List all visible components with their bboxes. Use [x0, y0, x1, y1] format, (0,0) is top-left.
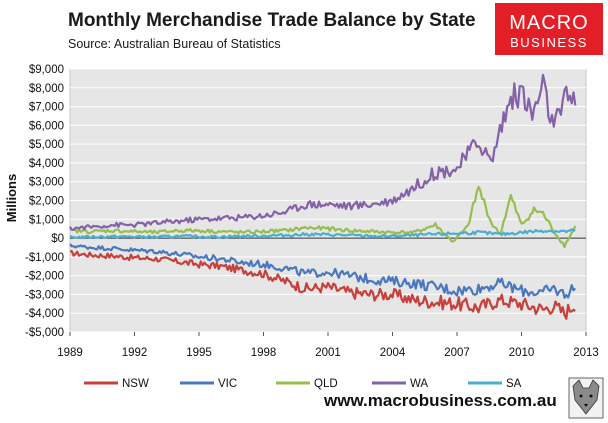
y-axis-ticks: -$5,000 -$4,000 -$3,000 -$2,000 -$1,000 $0 $1,… — [25, 64, 64, 339]
x-tick-label: 1998 — [251, 347, 277, 359]
logo-text-business: BUSINESS — [510, 35, 588, 50]
x-tick-label: 2013 — [573, 347, 599, 359]
wolf-badge-icon — [568, 377, 604, 419]
series-lines — [69, 73, 577, 320]
y-tick-label: -$4,000 — [25, 308, 64, 320]
y-tick-label: $4,000 — [29, 158, 64, 170]
y-tick-label: -$1,000 — [25, 252, 64, 264]
series-line-vic — [69, 243, 577, 299]
chart-title: Monthly Merchandise Trade Balance by Sta… — [68, 10, 476, 31]
y-tick-label: $3,000 — [29, 177, 64, 189]
y-tick-label: $7,000 — [29, 102, 64, 114]
logo-text-macro: MACRO — [509, 12, 588, 34]
y-tick-label: $1,000 — [29, 214, 64, 226]
legend-label-vic: VIC — [218, 378, 237, 390]
website-url: www.macrobusiness.com.au — [323, 391, 557, 410]
logo-background — [495, 3, 603, 55]
y-tick-label: $9,000 — [29, 64, 64, 76]
legend-label-qld: QLD — [314, 378, 338, 390]
macro-business-logo: MACRO BUSINESS — [495, 3, 603, 55]
y-tick-label: -$2,000 — [25, 271, 64, 283]
y-tick-label: $5,000 — [29, 139, 64, 151]
series-line-sa — [69, 228, 576, 240]
y-tick-label: $6,000 — [29, 120, 64, 132]
y-tick-label: $8,000 — [29, 83, 64, 95]
chart-subtitle: Source: Australian Bureau of Statistics — [68, 37, 281, 51]
y-axis-label: Millions — [4, 174, 19, 222]
x-tick-label: 1995 — [186, 347, 212, 359]
x-tick-label: 2010 — [509, 347, 535, 359]
y-tick-label: $2,000 — [29, 196, 64, 208]
y-tick-label: -$3,000 — [25, 289, 64, 301]
series-line-wa — [69, 73, 577, 231]
x-tick-label: 1992 — [122, 347, 148, 359]
series-line-nsw — [70, 250, 576, 320]
series-line-qld — [69, 185, 577, 249]
x-tick-label: 1989 — [57, 347, 83, 359]
legend-label-sa: SA — [506, 378, 522, 390]
y-tick-label: $0 — [51, 233, 64, 245]
legend-label-nsw: NSW — [122, 378, 149, 390]
legend: NSW VIC QLD WA SA — [84, 378, 522, 390]
x-tick-label: 2007 — [444, 347, 470, 359]
x-tick-label: 2004 — [380, 347, 406, 359]
legend-label-wa: WA — [410, 378, 428, 390]
x-axis-ticks: 1989 1992 1995 1998 2001 2004 2007 2010 2013 — [57, 347, 599, 359]
x-tick-label: 2001 — [315, 347, 341, 359]
y-tick-label: -$5,000 — [25, 327, 64, 339]
